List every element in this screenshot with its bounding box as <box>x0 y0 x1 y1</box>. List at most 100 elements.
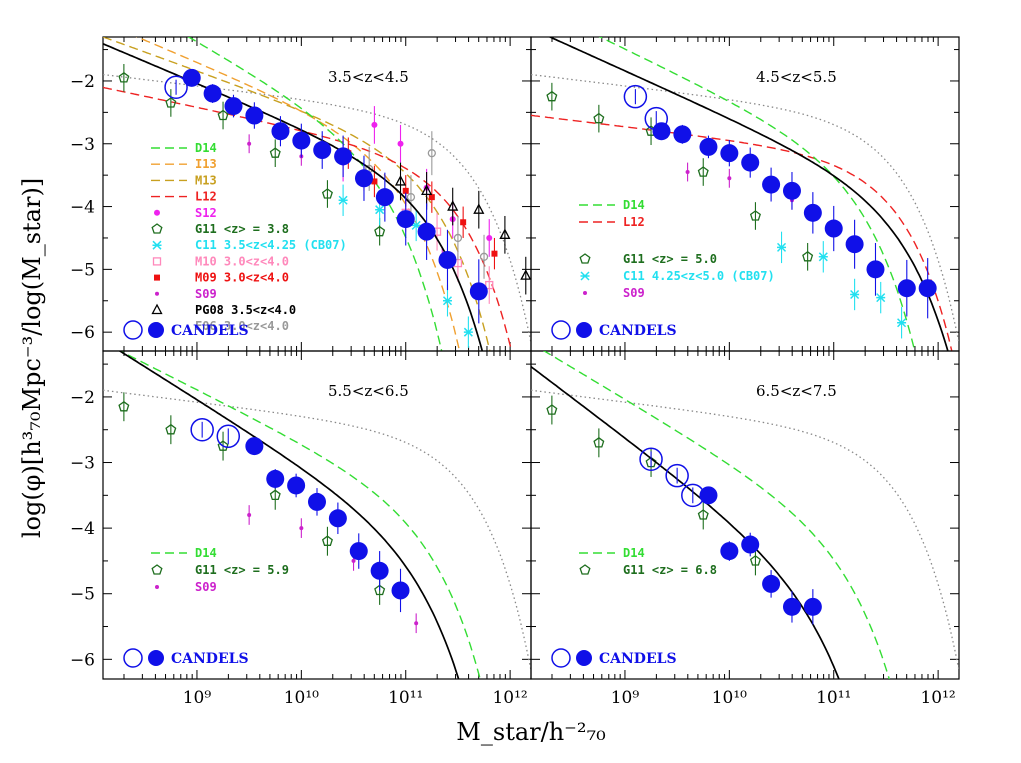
g11-point <box>165 97 177 108</box>
candels-point <box>762 175 781 194</box>
candels-point <box>182 68 201 87</box>
g11-point <box>217 109 229 121</box>
g11-point <box>321 188 333 199</box>
g11-point <box>593 436 605 448</box>
legend-marker <box>579 564 591 575</box>
candels-point <box>741 153 760 172</box>
legend-label: S09 <box>195 287 217 301</box>
m09-point <box>428 194 435 201</box>
c11-point <box>375 205 385 215</box>
s09-point <box>414 621 419 626</box>
candels-point <box>313 141 332 160</box>
x-tick-label: 10⁹ <box>611 688 640 708</box>
fit-curve <box>103 43 484 351</box>
c11-point <box>442 296 453 306</box>
candels-point <box>803 203 822 222</box>
panel-redshift-label: 3.5<z<4.5 <box>328 68 409 86</box>
s12-point <box>397 140 404 147</box>
d14-curve <box>118 351 481 679</box>
g11-point <box>697 166 709 177</box>
candels-point <box>354 169 373 188</box>
candels-point <box>328 509 347 528</box>
candels-point <box>292 131 311 150</box>
y-tick-label: −5 <box>70 585 95 605</box>
x-tick-label: 10⁹ <box>183 688 212 708</box>
legend-label: G11 <z> = 5.9 <box>195 563 289 577</box>
candels-point <box>203 84 222 103</box>
m13-curve <box>103 37 491 351</box>
dotted-curve <box>103 73 531 343</box>
g11-point <box>697 509 709 520</box>
legend-label: S09 <box>195 580 217 594</box>
candels-legend-filled <box>576 322 592 338</box>
c11-point <box>876 293 886 303</box>
legend-label: M10 3.0<z<4.0 <box>195 254 289 268</box>
legend-marker <box>152 240 162 250</box>
g11-point <box>593 112 605 124</box>
legend-marker <box>583 291 587 295</box>
dotted-curve <box>531 389 959 671</box>
candels-open-point <box>216 424 241 449</box>
candels-point <box>370 561 389 580</box>
x-tick-label: 10¹¹ <box>816 688 851 708</box>
candels-point <box>224 97 243 116</box>
g11-point <box>546 90 558 102</box>
f06-point <box>406 192 416 202</box>
legend-marker <box>151 223 163 234</box>
candels-point <box>266 469 285 488</box>
plot-area <box>103 37 531 351</box>
d14-curve <box>187 37 443 351</box>
candels-point <box>699 486 718 505</box>
candels-point <box>699 137 718 156</box>
candels-legend-open <box>551 648 571 668</box>
candels-point <box>673 125 692 144</box>
c11-point <box>338 195 348 205</box>
f06-point <box>479 252 489 261</box>
m09-point <box>402 187 409 194</box>
g11-point <box>118 401 130 412</box>
legend-marker <box>152 257 162 266</box>
panel-frame <box>530 350 960 680</box>
candels-point <box>375 188 394 207</box>
y-tick-label: −2 <box>70 388 95 408</box>
f06-point <box>427 149 436 158</box>
s09-point <box>727 176 732 181</box>
y-tick-label: −5 <box>70 260 95 280</box>
candels-point <box>245 106 264 125</box>
legend-marker <box>155 585 159 589</box>
legend-label: C11 4.25<z<5.0 (CB07) <box>623 269 775 283</box>
panel-redshift-label: 4.5<z<5.5 <box>756 68 837 86</box>
s09-point <box>685 170 690 175</box>
legend-label: F06 3.0<z<4.0 <box>195 319 289 333</box>
legend: D14 L12 G11 <z> = 5.0 C11 4.25<z<5.0 (CB07)… <box>551 198 775 340</box>
panel-redshift-label: 5.5<z<6.5 <box>328 382 409 400</box>
y-tick-label: −6 <box>70 650 95 670</box>
candels-legend-label: CANDELS <box>171 651 249 667</box>
candels-point <box>720 144 739 163</box>
dotted-curve <box>103 389 531 671</box>
g11-point <box>802 250 814 262</box>
pg08-point <box>447 200 459 211</box>
legend-label: M13 <box>195 173 217 187</box>
legend: D14 G11 <z> = 6.8 CANDELS <box>551 546 717 668</box>
candels-open-point <box>164 75 188 99</box>
legend-label: D14 <box>623 546 645 560</box>
x-tick-label: 10¹¹ <box>388 688 423 708</box>
candels-point <box>866 260 885 279</box>
f06-point <box>453 233 463 243</box>
legend-label: M09 3.0<z<4.0 <box>195 271 289 285</box>
panels-layer: −2 −3 −4 −5 −6 3.5<z<4.5 D14 I13 M13 L12 S12 G11 <z… <box>70 36 960 708</box>
g11-point <box>165 423 177 435</box>
candels-point <box>652 122 671 141</box>
candels-legend-filled <box>576 650 592 666</box>
candels-legend-open <box>551 320 571 340</box>
legend-marker <box>155 291 159 296</box>
d14-curve <box>598 37 916 351</box>
g11-point <box>749 555 761 566</box>
x-tick-label: 10¹⁰ <box>712 688 747 708</box>
g11-point <box>546 404 558 415</box>
c11-point <box>897 318 907 328</box>
candels-point <box>845 235 864 254</box>
legend-label: S12 <box>195 206 217 220</box>
c11-point <box>463 327 473 337</box>
